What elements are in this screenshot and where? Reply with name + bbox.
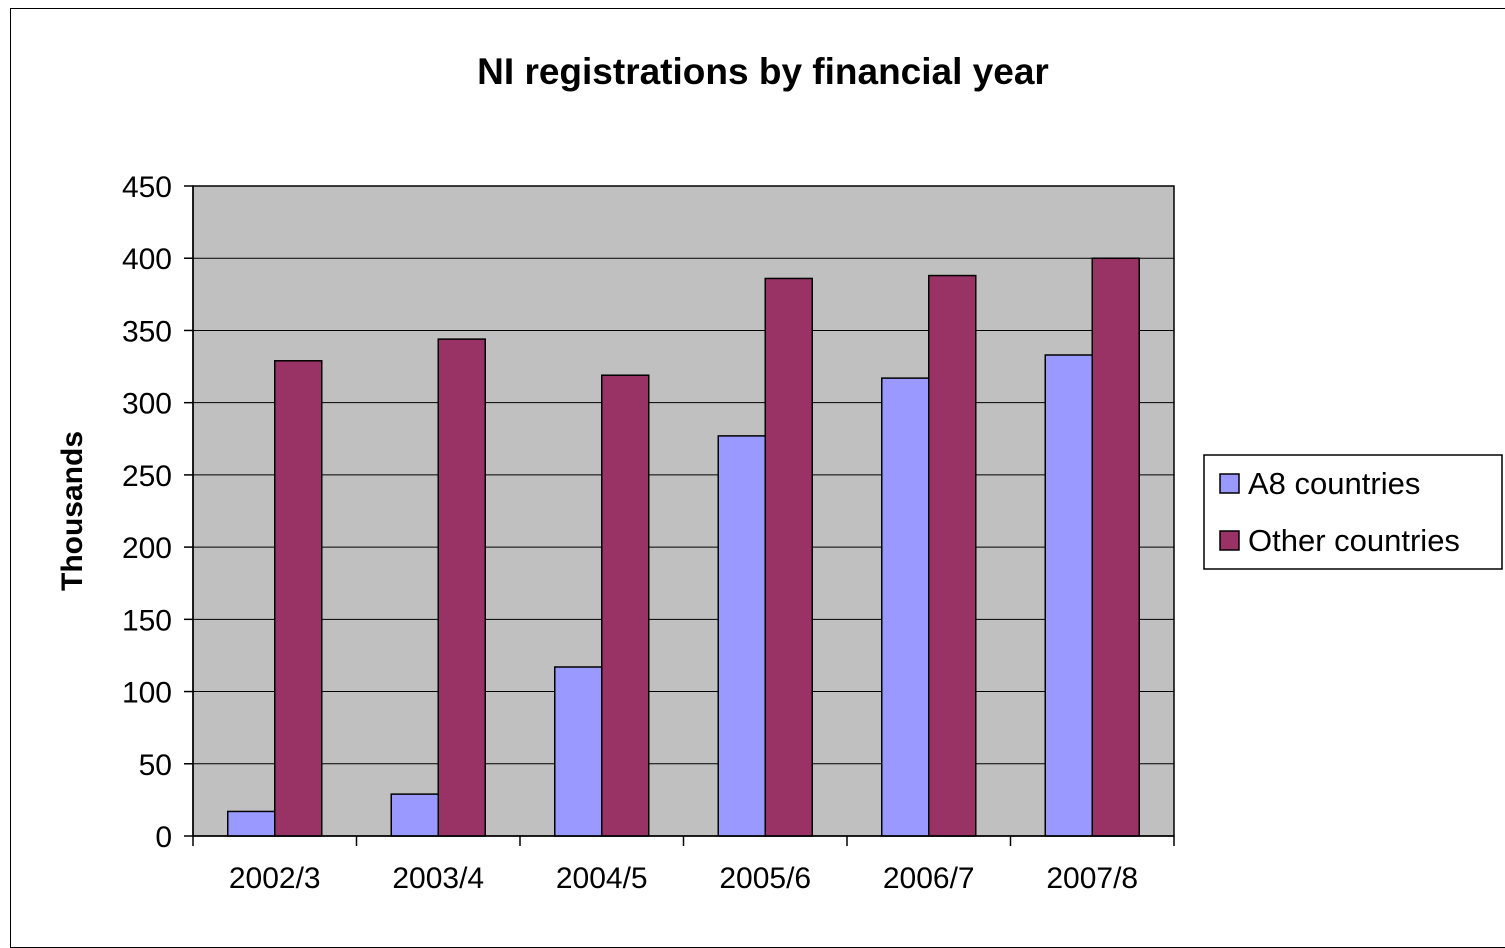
chart-title: NI registrations by financial year — [477, 51, 1049, 92]
bar-other-2004-5 — [601, 374, 650, 837]
bar-a8-2007-8 — [1044, 354, 1093, 837]
gridlines — [193, 257, 1174, 765]
bar-a8-2004-5 — [554, 666, 603, 837]
y-axis-label: Thousands — [56, 431, 89, 591]
y-tick-label-250: 250 — [122, 460, 172, 493]
x-tick-label-2005-6: 2005/6 — [719, 862, 811, 895]
bar-other-2002-3 — [274, 360, 323, 837]
bar-other-2003-4 — [437, 338, 486, 837]
y-tick-labels: 0 50 100 150 200 250 300 350 400 450 — [122, 171, 172, 854]
legend-label-a8: A8 countries — [1248, 466, 1420, 501]
axes — [184, 185, 1175, 846]
x-tick-label-2002-3: 2002/3 — [229, 862, 321, 895]
x-tick-label-2003-4: 2003/4 — [392, 862, 484, 895]
y-tick-label-150: 150 — [122, 604, 172, 637]
legend-box — [1203, 454, 1503, 570]
bar-other-2005-6 — [764, 277, 813, 837]
y-tick-label-200: 200 — [122, 532, 172, 565]
x-tick-label-2007-8: 2007/8 — [1046, 862, 1138, 895]
legend: A8 countries Other countries — [1203, 454, 1503, 570]
bar-other-2007-8 — [1091, 257, 1140, 837]
x-tick-labels: 2002/3 2003/4 2004/5 2005/6 2006/7 2007/8 — [229, 862, 1138, 895]
bar-a8-2006-7 — [881, 377, 930, 837]
bar-a8-2003-4 — [390, 793, 439, 837]
y-tick-label-50: 50 — [139, 749, 172, 782]
x-tick-label-2004-5: 2004/5 — [556, 862, 648, 895]
bar-a8-2005-6 — [717, 435, 766, 837]
plot-area — [192, 185, 1175, 837]
y-tick-label-0: 0 — [155, 821, 172, 854]
y-tick-label-350: 350 — [122, 315, 172, 348]
bar-other-2006-7 — [928, 274, 977, 837]
bar-a8-2002-3 — [227, 810, 276, 837]
legend-label-other: Other countries — [1248, 523, 1460, 558]
y-tick-label-400: 400 — [122, 243, 172, 276]
legend-swatch-other — [1219, 530, 1240, 551]
y-tick-label-100: 100 — [122, 677, 172, 710]
x-tick-label-2006-7: 2006/7 — [883, 862, 975, 895]
y-tick-label-450: 450 — [122, 171, 172, 204]
legend-swatch-a8 — [1219, 473, 1240, 494]
y-tick-label-300: 300 — [122, 388, 172, 421]
bars — [227, 257, 1140, 837]
